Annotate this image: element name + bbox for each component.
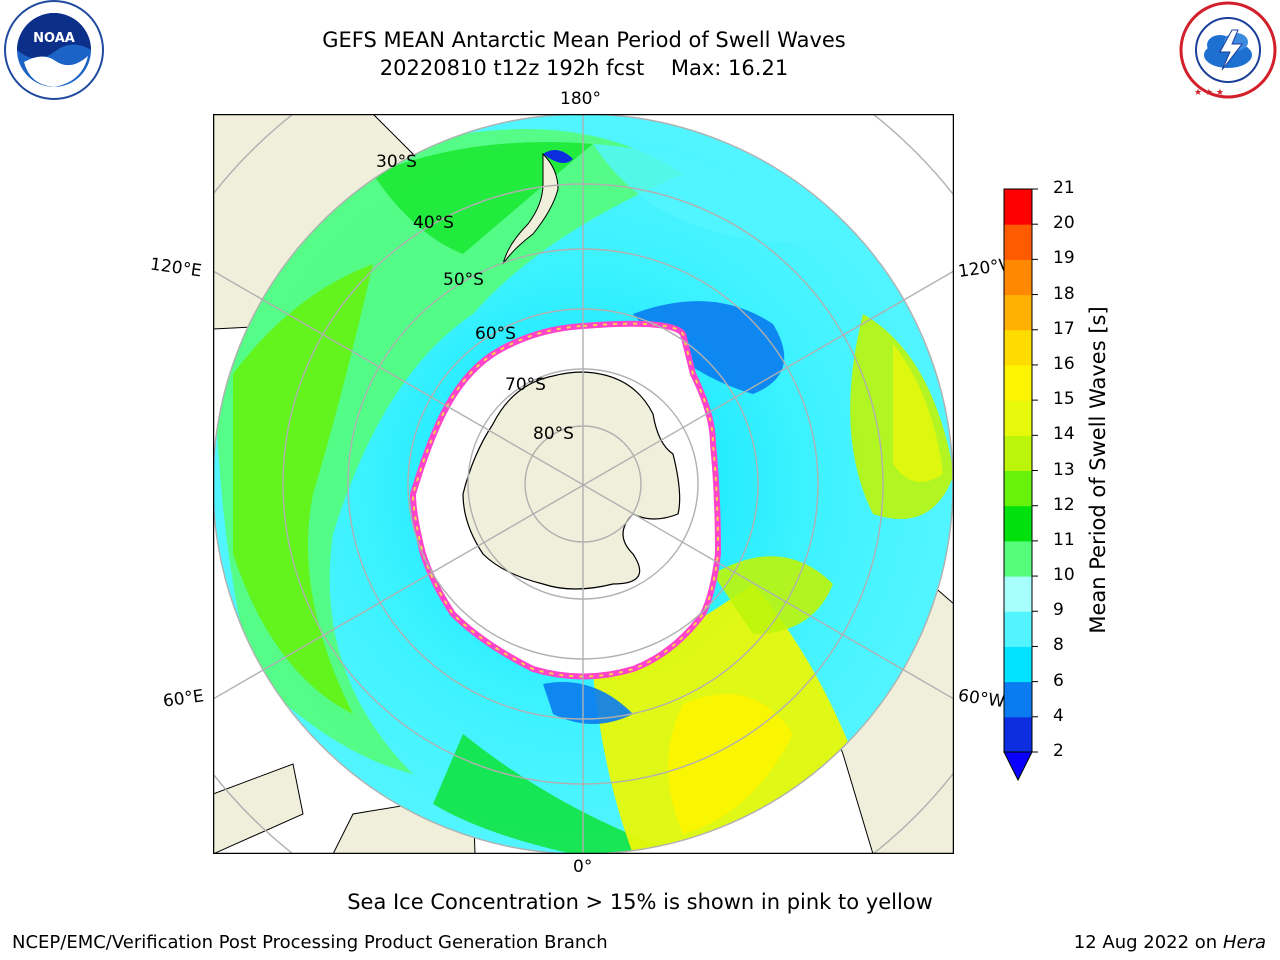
lat-label-40s: 40°S — [413, 213, 454, 233]
footer-host: Hera — [1222, 932, 1266, 953]
lon-label-180: 180° — [560, 89, 601, 109]
colorbar-segment — [1004, 646, 1032, 683]
colorbar-tick-label: 15 — [1053, 389, 1075, 410]
colorbar-segment — [1004, 716, 1032, 753]
colorbar-tick-label: 21 — [1053, 178, 1075, 198]
colorbar-segment — [1004, 681, 1032, 718]
footer-date: 12 Aug 2022 on Hera — [1074, 932, 1266, 953]
lat-label-80s: 80°S — [533, 424, 574, 444]
colorbar-tick-label: 14 — [1053, 424, 1075, 445]
colorbar-segment — [1004, 189, 1032, 225]
lon-label-60e: 60°E — [161, 686, 206, 712]
sea-ice-caption: Sea Ice Concentration > 15% is shown in … — [347, 890, 933, 914]
antarctic-map — [112, 13, 1054, 955]
colorbar-tick-label: 4 — [1053, 705, 1064, 726]
colorbar-segment — [1004, 364, 1032, 401]
colorbar-tick-label: 13 — [1053, 459, 1075, 480]
noaa-logo: NOAA — [2, 0, 106, 104]
noaa-logo-text: NOAA — [33, 31, 75, 46]
colorbar-tick-label: 9 — [1053, 600, 1064, 621]
colorbar-tick-label: 12 — [1053, 494, 1075, 515]
colorbar-title: Mean Period of Swell Waves [s] — [1086, 306, 1110, 634]
lat-label-60s: 60°S — [475, 324, 516, 344]
colorbar-segment — [1004, 611, 1032, 647]
chart-title: GEFS MEAN Antarctic Mean Period of Swell… — [322, 28, 846, 52]
lon-label-0: 0° — [573, 857, 593, 877]
colorbar-segment — [1004, 400, 1032, 436]
footer-date-text: 12 Aug 2022 on — [1073, 932, 1218, 953]
chart-subtitle: 20220810 t12z 192h fcst Max: 16.21 — [379, 56, 789, 80]
colorbar-tick-label: 20 — [1053, 213, 1075, 234]
colorbar-tick-label: 17 — [1053, 318, 1075, 339]
map-frame-border — [212, 113, 955, 855]
lat-label-30s: 30°S — [376, 152, 417, 172]
colorbar-extend-triangle — [1003, 751, 1033, 782]
colorbar-tick-label: 11 — [1053, 529, 1075, 550]
colorbar — [1003, 188, 1038, 782]
colorbar-segment — [1004, 224, 1032, 260]
national-weather-service-logo: ★ ★ ★ — [1176, 0, 1280, 104]
colorbar-segment — [1004, 470, 1032, 507]
colorbar-segment — [1004, 435, 1032, 471]
colorbar-tick-label: 16 — [1053, 353, 1075, 374]
colorbar-segment — [1004, 259, 1032, 296]
colorbar-segment — [1004, 576, 1032, 612]
lon-label-120e: 120°E — [148, 254, 203, 282]
colorbar-segment — [1004, 329, 1032, 366]
colorbar-tick-label: 2 — [1053, 741, 1064, 761]
footer-credit: NCEP/EMC/Verification Post Processing Pr… — [12, 932, 608, 953]
colorbar-segment — [1004, 505, 1032, 542]
colorbar-segment — [1004, 294, 1032, 331]
svg-text:★ ★ ★: ★ ★ ★ — [1194, 88, 1224, 98]
colorbar-tick-label: 18 — [1053, 283, 1075, 304]
colorbar-tick-label: 19 — [1053, 248, 1075, 269]
colorbar-tick-label: 10 — [1053, 565, 1075, 586]
lat-label-70s: 70°S — [505, 375, 546, 395]
colorbar-tick-label: 8 — [1053, 635, 1064, 656]
antarctica-land — [462, 371, 681, 590]
lat-label-50s: 50°S — [443, 270, 484, 290]
lon-label-60w: 60°W — [956, 685, 1007, 713]
colorbar-segment — [1004, 540, 1032, 577]
colorbar-tick-label: 6 — [1053, 670, 1064, 691]
new-zealand-land — [502, 152, 559, 265]
